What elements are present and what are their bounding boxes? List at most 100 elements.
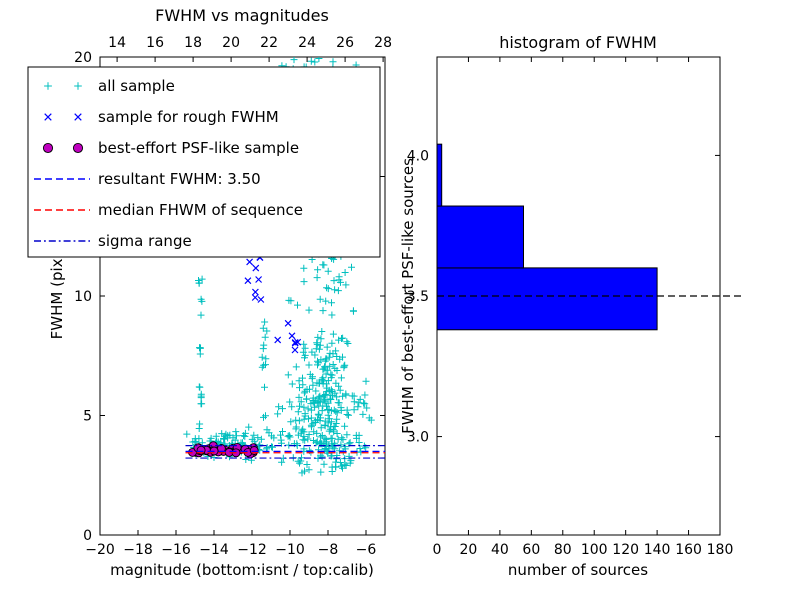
scatter-point-plus — [320, 391, 328, 399]
scatter-point-plus — [318, 407, 326, 415]
scatter-point-plus — [318, 432, 326, 439]
right-plot-xlabel: number of sources — [508, 561, 648, 579]
scatter-point-plus — [303, 386, 311, 393]
scatter-point-plus — [324, 366, 332, 374]
scatter-point-plus — [284, 371, 292, 379]
scatter-point-plus — [297, 398, 305, 406]
scatter-point-plus — [301, 412, 309, 420]
legend-item: all sample — [44, 77, 175, 95]
scatter-point-plus — [307, 57, 315, 65]
scatter-point-plus — [285, 432, 293, 439]
scatter-point-plus — [197, 390, 205, 398]
tick-label: 4.0 — [407, 148, 429, 164]
scatter-point-plus — [299, 425, 307, 433]
scatter-point-plus — [334, 435, 342, 443]
scatter-point-plus — [324, 406, 332, 413]
scatter-point-plus — [313, 340, 321, 348]
scatter-point-plus — [316, 295, 324, 303]
scatter-point-plus — [290, 57, 298, 64]
scatter-point-plus — [275, 403, 283, 411]
scatter-point-plus — [288, 403, 296, 411]
scatter-point-x — [288, 332, 296, 340]
scatter-point-circle — [72, 142, 84, 154]
scatter-point-plus — [301, 351, 309, 359]
scatter-point-plus — [311, 58, 319, 66]
scatter-point-plus — [307, 421, 315, 429]
scatter-point-plus — [259, 345, 267, 353]
scatter-point-plus — [307, 400, 315, 408]
scatter-point-plus — [240, 432, 248, 440]
scatter-point-plus — [198, 275, 206, 283]
scatter-point-plus — [319, 402, 327, 410]
scatter-point-plus — [318, 328, 326, 335]
scatter-point-plus — [365, 414, 373, 422]
scatter-point-plus — [296, 459, 303, 467]
scatter-point-plus — [337, 441, 345, 449]
tick-label: 60 — [522, 542, 540, 558]
scatter-point-plus — [343, 406, 351, 414]
scatter-point-plus — [321, 422, 329, 430]
scatter-point-plus — [197, 311, 205, 319]
scatter-point-plus — [301, 436, 309, 444]
scatter-point-plus — [335, 382, 343, 390]
scatter-point-plus — [310, 437, 317, 444]
tick-label: 28 — [374, 35, 392, 51]
scatter-point-plus — [294, 301, 301, 309]
scatter-point-plus — [361, 391, 369, 399]
scatter-point-plus — [328, 468, 336, 475]
scatter-point-plus — [321, 446, 329, 454]
tick-label: 3.5 — [407, 289, 429, 305]
scatter-point-plus — [318, 440, 326, 448]
scatter-point-plus — [315, 411, 323, 419]
scatter-point-plus — [327, 396, 335, 403]
scatter-point-plus — [295, 393, 303, 401]
scatter-point-plus — [294, 408, 302, 416]
scatter-point-plus — [300, 403, 308, 411]
scatter-point-plus — [313, 438, 321, 446]
charts-layer: −20 −18 −16 −14 −12 −10 −8 −6 14 16 18 20 22 24 26 28 0 5… — [74, 35, 745, 558]
scatter-point-plus — [345, 452, 353, 460]
scatter-point-plus — [314, 266, 322, 274]
scatter-point-x — [44, 113, 52, 121]
scatter-point-plus — [330, 426, 337, 434]
scatter-point-plus — [344, 340, 352, 347]
scatter-point-plus — [299, 381, 307, 389]
scatter-point-plus — [277, 436, 285, 444]
scatter-point-plus — [341, 269, 349, 276]
scatter-point-plus — [324, 285, 332, 293]
scatter-point-plus — [354, 403, 362, 411]
scatter-point-plus — [198, 400, 206, 408]
scatter-point-plus — [195, 277, 202, 284]
scatter-point-x — [291, 338, 299, 346]
scatter-point-plus — [263, 327, 271, 335]
scatter-point-plus — [338, 434, 346, 442]
scatter-point-plus — [261, 333, 269, 341]
tick-label: 0 — [83, 528, 92, 544]
scatter-point-plus — [332, 408, 340, 415]
tick-label: −20 — [85, 542, 115, 558]
scatter-point-plus — [318, 453, 326, 461]
tick-label: 140 — [644, 542, 671, 558]
scatter-point-plus — [329, 361, 337, 368]
scatter-point-plus — [300, 278, 308, 286]
tick-label: −16 — [161, 542, 191, 558]
scatter-point-plus — [268, 432, 275, 440]
scatter-point-plus — [317, 335, 325, 343]
scatter-point-plus — [340, 364, 348, 372]
scatter-point-plus — [323, 388, 331, 396]
tick-label: 20 — [74, 50, 92, 66]
scatter-point-plus — [250, 431, 258, 439]
scatter-point-plus — [257, 435, 265, 443]
scatter-point-plus — [329, 330, 337, 338]
tick-label: 120 — [612, 542, 639, 558]
tick-label: 16 — [146, 35, 164, 51]
left-plot-ylabel: FWHM (pix) — [48, 253, 66, 340]
scatter-point-plus — [335, 336, 343, 344]
scatter-point-plus — [287, 418, 295, 426]
legend-layer: all sample sample for rough FWHM best-effo… — [27, 66, 381, 258]
scatter-point-plus — [316, 392, 324, 400]
scatter-point-plus — [261, 318, 269, 326]
scatter-point-x — [274, 336, 282, 344]
scatter-point-plus — [262, 355, 270, 363]
tick-label: −6 — [356, 542, 377, 558]
